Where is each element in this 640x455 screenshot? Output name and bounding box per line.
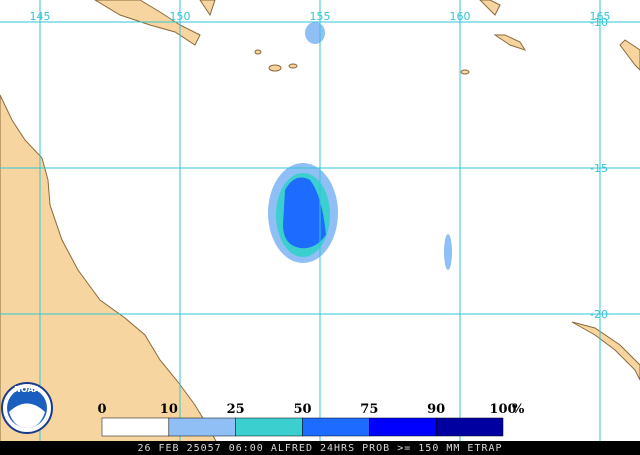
legend-swatch xyxy=(101,417,170,437)
legend: 0 10 25 50 75 90 100% xyxy=(97,402,525,437)
prob-area xyxy=(444,234,452,270)
lon-label: 155 xyxy=(310,10,331,23)
graticule: 145 150 155 160 165-10 -15 -20 xyxy=(0,0,640,441)
legend-swatch xyxy=(435,417,504,437)
lon-label: 165 xyxy=(590,10,611,23)
legend-swatch xyxy=(369,417,437,437)
prob-area xyxy=(283,177,326,249)
lat-label: -15 xyxy=(590,162,608,175)
legend-tick: 25 xyxy=(227,402,245,417)
lon-label: 145 xyxy=(30,10,51,23)
lat-label: -20 xyxy=(590,308,608,321)
lon-label: 150 xyxy=(170,10,191,23)
legend-tick: 10 xyxy=(160,402,178,417)
logo-text: NOAA xyxy=(14,385,40,394)
legend-tick: 100 xyxy=(489,402,516,417)
legend-swatch xyxy=(235,417,303,437)
legend-swatch xyxy=(168,417,236,437)
logo-gull xyxy=(9,403,45,428)
footer-bar xyxy=(0,441,640,455)
footer-text: 26 FEB 25057 06:00 ALFRED 24HRS PROB >= … xyxy=(137,443,502,454)
legend-tick: 75 xyxy=(360,402,378,417)
prob-area xyxy=(305,22,325,44)
legend-tick: 0 xyxy=(97,402,106,417)
legend-tick: 90 xyxy=(427,402,445,417)
noaa-logo: NOAA xyxy=(1,382,53,434)
legend-tick: 50 xyxy=(293,402,311,417)
legend-swatch xyxy=(302,417,370,437)
lat-label: -10 xyxy=(590,16,608,29)
legend-unit: % xyxy=(512,402,525,417)
lon-label: 160 xyxy=(450,10,471,23)
